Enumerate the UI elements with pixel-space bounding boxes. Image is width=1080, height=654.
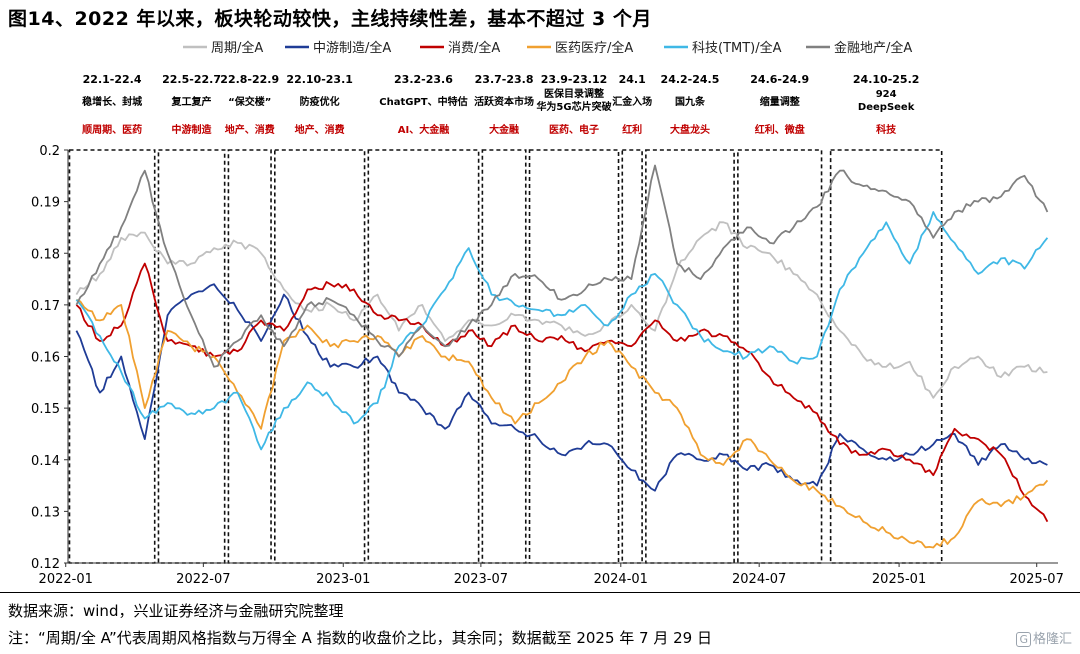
- period-sectors: AI、大金融: [398, 123, 449, 136]
- period-theme: DeepSeek: [858, 102, 915, 113]
- x-tick-label: 2022-01: [39, 572, 93, 587]
- period-theme: 医保目录调整: [544, 87, 604, 100]
- legend-label: 消费/全A: [448, 40, 500, 56]
- y-tick-label: 0.2: [39, 144, 60, 159]
- period-boxes: [68, 149, 943, 564]
- period-range: 22.10-23.1: [286, 73, 353, 86]
- footer-divider: [0, 592, 1080, 593]
- x-tick-label: 2022-07: [176, 572, 230, 587]
- legend-label: 中游制造/全A: [313, 40, 391, 56]
- watermark-logo-icon: G: [1016, 632, 1031, 647]
- period-box: [367, 149, 480, 564]
- footer: 数据来源：wind，兴业证券经济与金融研究院整理 注：“周期/全 A”代表周期风…: [0, 590, 1080, 654]
- period-sectors: 大盘龙头: [670, 123, 710, 136]
- axes: 0.20.190.180.170.160.150.140.130.122022-…: [31, 144, 1064, 587]
- series-line: [75, 211, 1049, 451]
- period-box: [645, 149, 735, 564]
- series-line: [75, 283, 1048, 492]
- series-line: [75, 164, 1049, 368]
- period-sectors: 医药、电子: [549, 123, 599, 136]
- legend-label: 医药医疗/全A: [555, 40, 633, 56]
- period-theme: 缩量调整: [760, 95, 800, 108]
- period-theme: 活跃资本市场: [474, 95, 534, 108]
- x-tick-label: 2025-07: [1010, 572, 1064, 587]
- period-range: 24.10-25.2: [853, 73, 920, 86]
- period-box: [227, 149, 272, 564]
- legend-label: 科技(TMT)/全A: [692, 40, 782, 56]
- x-tick-label: 2023-01: [316, 572, 370, 587]
- period-sectors: 中游制造: [172, 123, 213, 136]
- period-range: 22.5-22.7: [162, 73, 221, 86]
- period-range: 23.9-23.12: [541, 73, 608, 86]
- period-box: [737, 149, 823, 564]
- x-tick-label: 2024-01: [594, 572, 648, 587]
- period-range: 24.6-24.9: [750, 73, 809, 86]
- period-sectors: 地产、消费: [295, 123, 345, 136]
- figure-title: 图14、2022 年以来，板块轮动较快，主线持续性差，基本不超过 3 个月: [8, 8, 652, 30]
- legend-label: 金融地产/全A: [834, 40, 912, 56]
- period-sectors: 大金融: [489, 123, 519, 136]
- period-range: 24.2-24.5: [661, 73, 720, 86]
- period-box: [481, 149, 527, 564]
- legend-label: 周期/全A: [211, 40, 263, 56]
- period-sectors: 红利、微盘: [755, 123, 805, 136]
- period-theme: 华为5G芯片突破: [536, 100, 611, 113]
- period-range: 23.2-23.6: [394, 73, 453, 86]
- y-tick-label: 0.15: [31, 402, 60, 417]
- period-sectors: 红利: [622, 123, 642, 136]
- source-note: 数据来源：wind，兴业证券经济与金融研究院整理: [8, 602, 344, 620]
- series-line: [75, 262, 1049, 523]
- legend: 周期/全A 中游制造/全A 消费/全A 医药医疗/全A 科技(TMT)/全A 金融地产/全…: [183, 40, 912, 56]
- period-theme: 国九条: [675, 95, 706, 108]
- y-tick-label: 0.16: [31, 351, 60, 366]
- period-box: [528, 149, 620, 564]
- period-range: 23.7-23.8: [475, 73, 534, 86]
- period-theme: 924: [876, 89, 897, 100]
- series-line: [75, 221, 1048, 399]
- period-range: 24.1: [619, 73, 646, 86]
- period-theme: 稳增长、封城: [82, 95, 142, 108]
- watermark: G 格隆汇: [1016, 628, 1072, 647]
- period-theme: 汇金入场: [612, 95, 652, 108]
- y-tick-label: 0.13: [31, 505, 60, 520]
- x-tick-label: 2023-07: [454, 572, 508, 587]
- footnote: 注：“周期/全 A”代表周期风格指数与万得全 A 指数的收盘价之比，其余同；数据…: [8, 629, 712, 647]
- y-tick-label: 0.19: [31, 196, 60, 211]
- period-sectors: 地产、消费: [225, 123, 275, 136]
- y-tick-label: 0.12: [31, 557, 60, 572]
- period-theme: ChatGPT、中特估: [379, 95, 467, 108]
- period-theme: 防疫优化: [300, 95, 340, 108]
- period-sectors: 顺周期、医药: [82, 123, 142, 136]
- period-box: [621, 149, 643, 564]
- period-sectors: 科技: [876, 123, 897, 136]
- period-range: 22.1-22.4: [83, 73, 142, 86]
- y-tick-label: 0.14: [31, 454, 60, 469]
- watermark-text: 格隆汇: [1032, 632, 1072, 647]
- period-theme: “保交楼”: [228, 95, 271, 108]
- y-tick-label: 0.18: [31, 247, 60, 262]
- period-theme: 复工复产: [171, 95, 212, 108]
- y-tick-label: 0.17: [31, 299, 60, 314]
- series-lines: [75, 164, 1049, 549]
- x-tick-label: 2025-01: [872, 572, 926, 587]
- x-tick-label: 2024-07: [732, 572, 786, 587]
- period-range: 22.8-22.9: [220, 73, 279, 86]
- period-box: [829, 149, 943, 564]
